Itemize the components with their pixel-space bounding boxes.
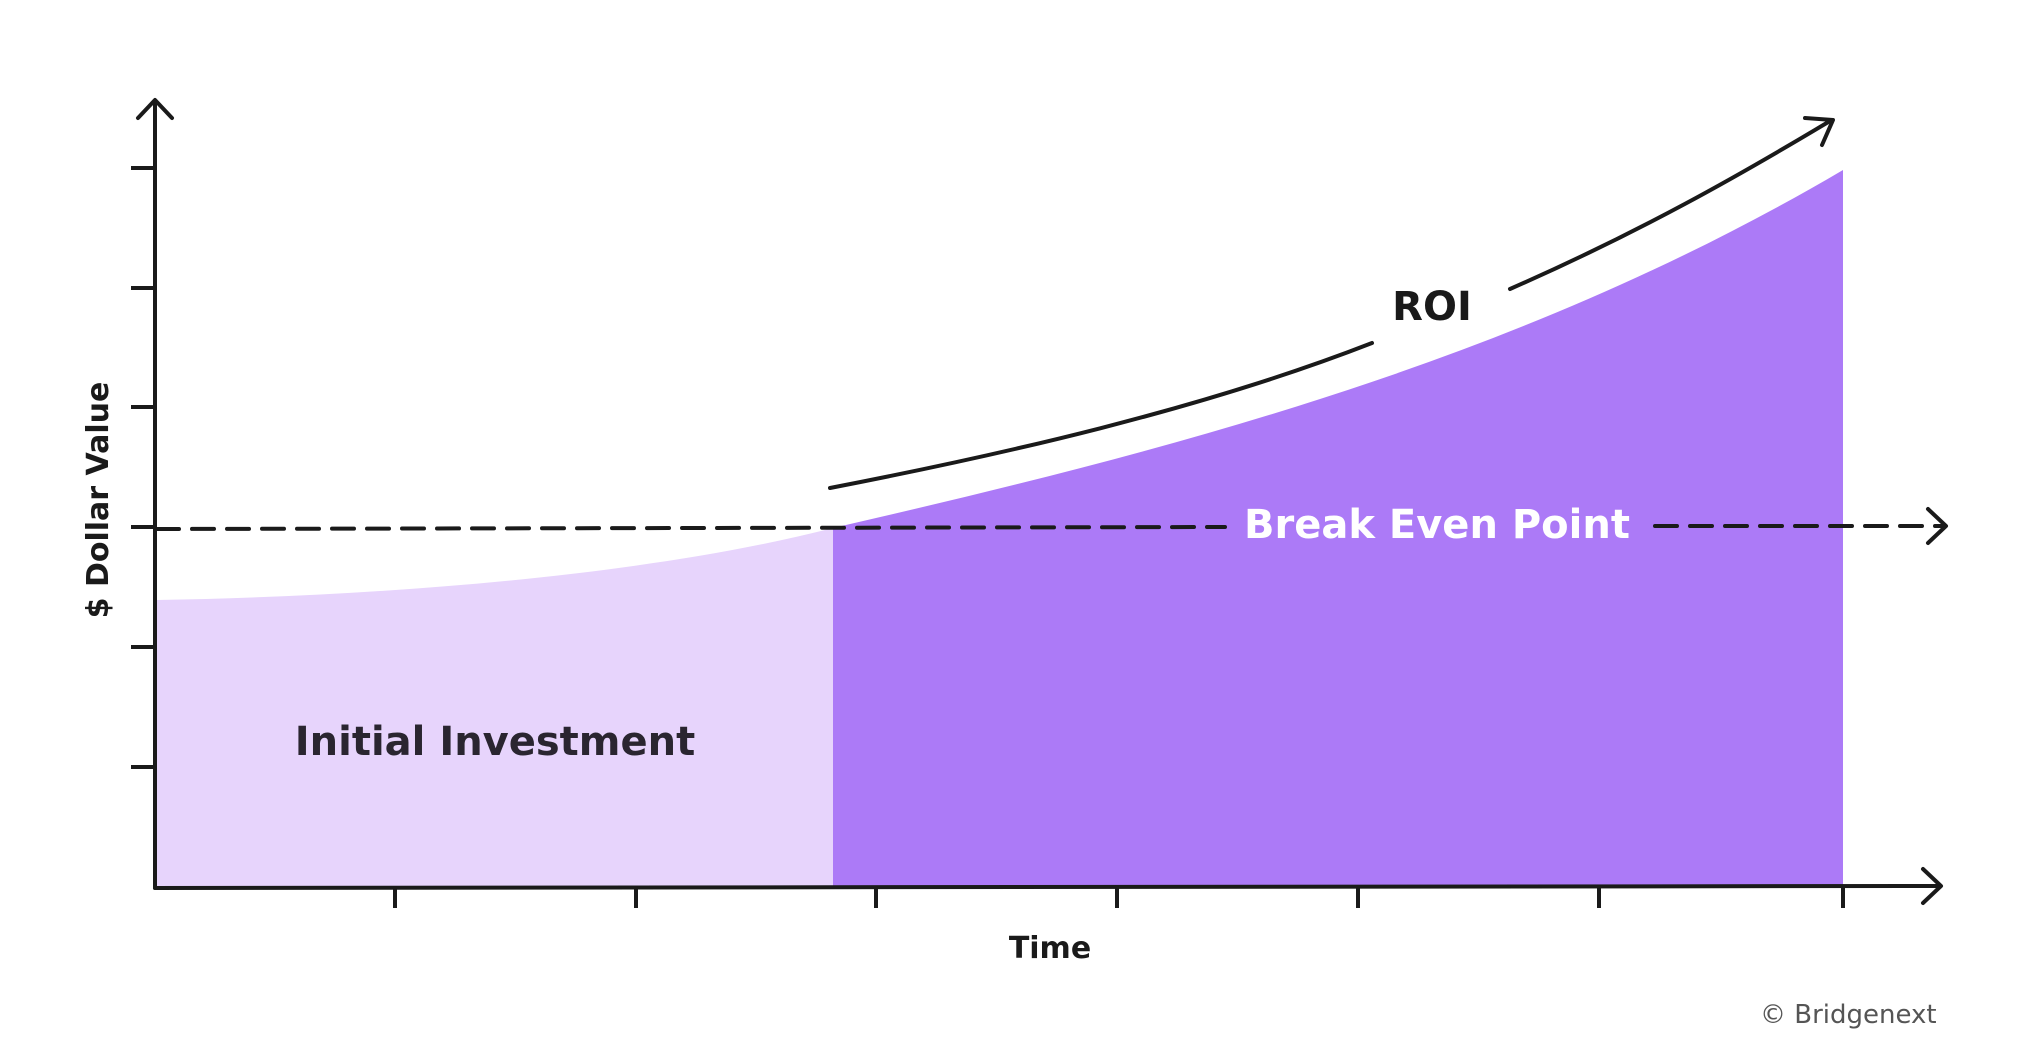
copyright-credit: © Bridgenext	[1760, 1000, 1937, 1030]
x-axis	[153, 884, 1942, 890]
initial-investment-label: Initial Investment	[295, 719, 695, 765]
y-axis-label: $ Dollar Value	[81, 382, 116, 619]
y-axis-ticks	[131, 166, 155, 769]
x-axis-arrowhead	[1921, 867, 1943, 905]
break-even-arrowhead	[1926, 507, 1948, 545]
initial-investment-area	[157, 528, 833, 886]
break-even-line-left	[155, 525, 1227, 531]
roi-arrow-lower	[828, 341, 1374, 490]
y-axis-arrowhead	[136, 98, 174, 120]
roi-arrow-head	[1803, 116, 1835, 147]
roi-area	[833, 170, 1843, 886]
break-even-label: Break Even Point	[1244, 502, 1630, 548]
x-axis-label: Time	[1009, 931, 1091, 966]
roi-arrow-upper	[1508, 119, 1832, 291]
roi-label: ROI	[1392, 284, 1472, 330]
x-axis-ticks	[393, 888, 1845, 908]
